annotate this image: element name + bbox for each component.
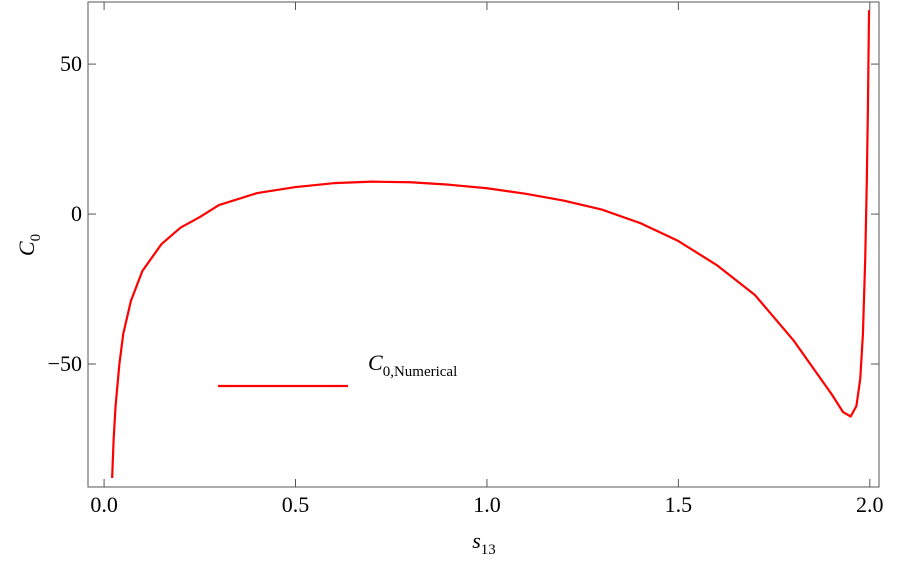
y-tick-label: −50 — [48, 351, 82, 376]
y-tick-label: 50 — [60, 51, 82, 76]
plot-frame — [87, 1, 880, 488]
legend-label: C0,Numerical — [368, 350, 457, 380]
x-tick-label: 0.0 — [90, 492, 118, 517]
y-axis-label: C0 — [14, 234, 44, 256]
data-line — [111, 10, 871, 479]
x-tick-label: 1.0 — [473, 492, 501, 517]
x-tick-label: 1.5 — [665, 492, 693, 517]
x-tick-label: 2.0 — [856, 492, 884, 517]
y-tick-label: 0 — [71, 201, 82, 226]
x-axis-label: s13 — [472, 528, 496, 558]
x-tick-label: 0.5 — [282, 492, 310, 517]
